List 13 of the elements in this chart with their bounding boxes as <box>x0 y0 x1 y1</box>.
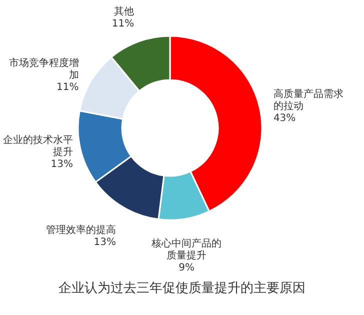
data-label: 13% <box>50 159 73 170</box>
slice-label: 管理效率的提高 <box>46 224 116 236</box>
data-label: 13% <box>94 237 116 248</box>
slice-label: 核心中间产品的质量提升 <box>150 238 222 262</box>
text: 企业认为过去三年促使质量提升的主要原因 <box>58 280 306 296</box>
data-label: 9% <box>178 262 195 274</box>
slice-label: 企业的技术水平提升 <box>3 134 73 158</box>
data-label: 11% <box>112 18 134 30</box>
data-label: 11% <box>56 82 79 94</box>
slice-label: 高质量产品需求的拉动 <box>273 88 344 112</box>
slice-label: 市场竞争程度增加 <box>8 57 79 82</box>
data-label: 43% <box>273 112 296 124</box>
slice-label: 其他 <box>114 5 134 18</box>
